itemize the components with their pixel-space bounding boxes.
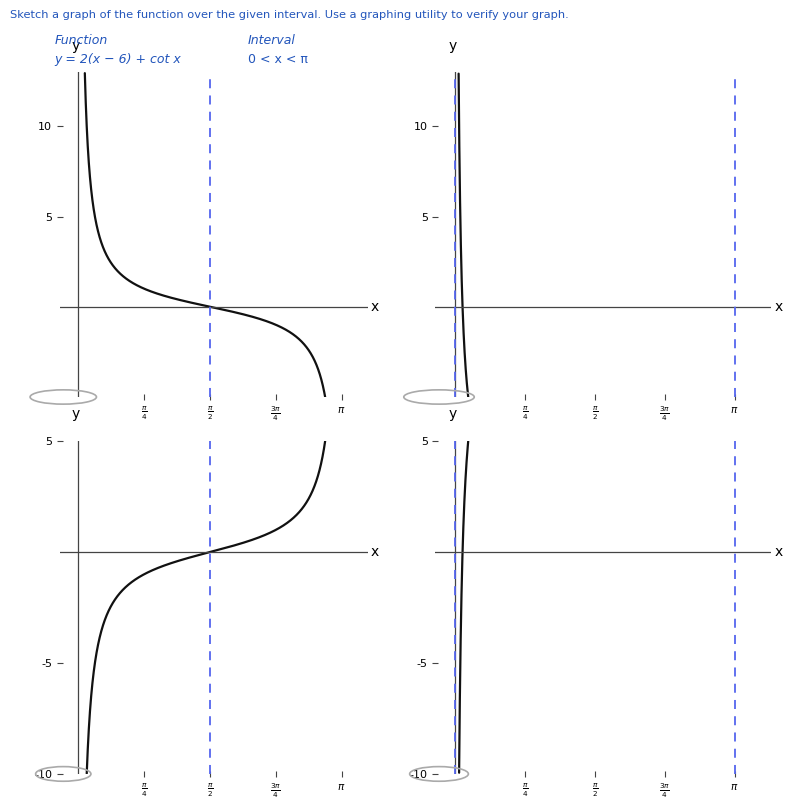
Text: y: y <box>448 38 456 53</box>
Text: y: y <box>72 38 80 53</box>
Text: Function: Function <box>54 34 108 47</box>
Text: y: y <box>72 407 80 421</box>
Text: Sketch a graph of the function over the given interval. Use a graphing utility t: Sketch a graph of the function over the … <box>10 10 569 19</box>
Text: 0 < x < π: 0 < x < π <box>248 53 308 66</box>
Text: x: x <box>371 300 380 314</box>
Text: x: x <box>774 300 783 314</box>
Text: x: x <box>371 545 380 559</box>
Text: x: x <box>774 545 783 559</box>
Text: y = 2(x − 6) + cot x: y = 2(x − 6) + cot x <box>54 53 181 66</box>
Text: y: y <box>448 407 456 421</box>
Text: Interval: Interval <box>248 34 296 47</box>
